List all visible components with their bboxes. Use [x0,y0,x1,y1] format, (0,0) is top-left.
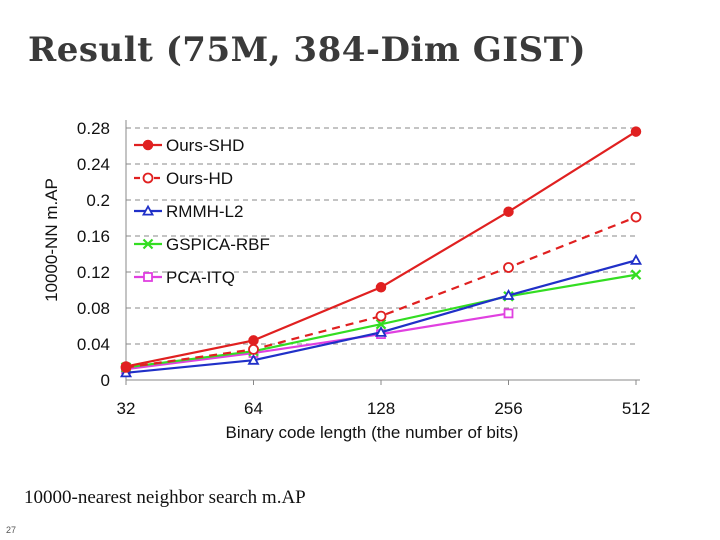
data-point [503,308,514,319]
series-line [125,216,637,369]
data-point [120,361,132,372]
x-tick-label: 32 [117,399,136,418]
data-point [630,269,642,280]
slide-title: Result (75M, 384-Dim GIST) [28,30,587,70]
data-point [375,318,387,330]
legend-marker [142,172,154,184]
series-pca-itq [121,308,514,375]
data-point [375,310,387,322]
series-rmmh-l2 [119,253,643,378]
data-point [629,253,643,265]
data-point [248,343,259,355]
grid-lines [126,127,636,345]
data-point [374,325,388,337]
legend-label: PCA-ITQ [166,268,235,287]
series-line [125,312,509,371]
y-tick-label: 0.28 [77,119,110,138]
data-point [502,289,515,300]
y-tick-label: 0.04 [77,335,110,354]
y-tick-label: 0.16 [77,227,110,246]
x-axis: 32 64 128 256 512 [117,380,650,418]
legend-item: Ours-SHD [134,136,244,155]
slide-number: 27 [6,525,17,535]
legend-item: GSPICA-RBF [134,235,270,254]
data-point [503,262,514,273]
legend-marker [142,238,154,250]
legend: Ours-SHD Ours-HD RMMH-L2 GSPICA-RBF PCA-ITQ [134,136,270,287]
data-point [375,282,387,293]
caption: 10000-nearest neighbor search m.AP [24,487,306,508]
data-point [248,335,259,346]
y-tick-label: 0.12 [77,263,110,282]
x-tick-label: 64 [244,399,263,418]
y-tick-label: 0 [101,371,110,390]
legend-marker [142,139,154,151]
legend-label: Ours-SHD [166,136,244,155]
legend-marker [141,204,155,216]
series-ours-shd [120,126,642,372]
data-point [630,211,642,223]
x-tick-label: 128 [367,399,395,418]
legend-marker [143,272,153,282]
legend-label: Ours-HD [166,169,233,188]
y-axis-label: 10000-NN m.AP [42,178,61,302]
data-point [630,126,642,137]
legend-item: Ours-HD [134,169,233,188]
legend-label: GSPICA-RBF [166,235,270,254]
y-tick-label: 0.24 [77,155,110,174]
series-group [119,126,643,378]
x-tick-label: 512 [622,399,650,418]
data-point [503,206,514,217]
data-point [247,353,260,365]
y-tick-label: 0.08 [77,299,110,318]
legend-label: RMMH-L2 [166,202,243,221]
legend-item: PCA-ITQ [134,268,235,287]
x-tick-label: 256 [494,399,522,418]
y-axis: 0 0.04 0.08 0.12 0.16 0.2 0.24 0.28 [77,119,640,390]
y-tick-label: 0.2 [86,191,110,210]
legend-item: RMMH-L2 [134,202,243,221]
x-axis-label: Binary code length (the number of bits) [226,423,519,442]
